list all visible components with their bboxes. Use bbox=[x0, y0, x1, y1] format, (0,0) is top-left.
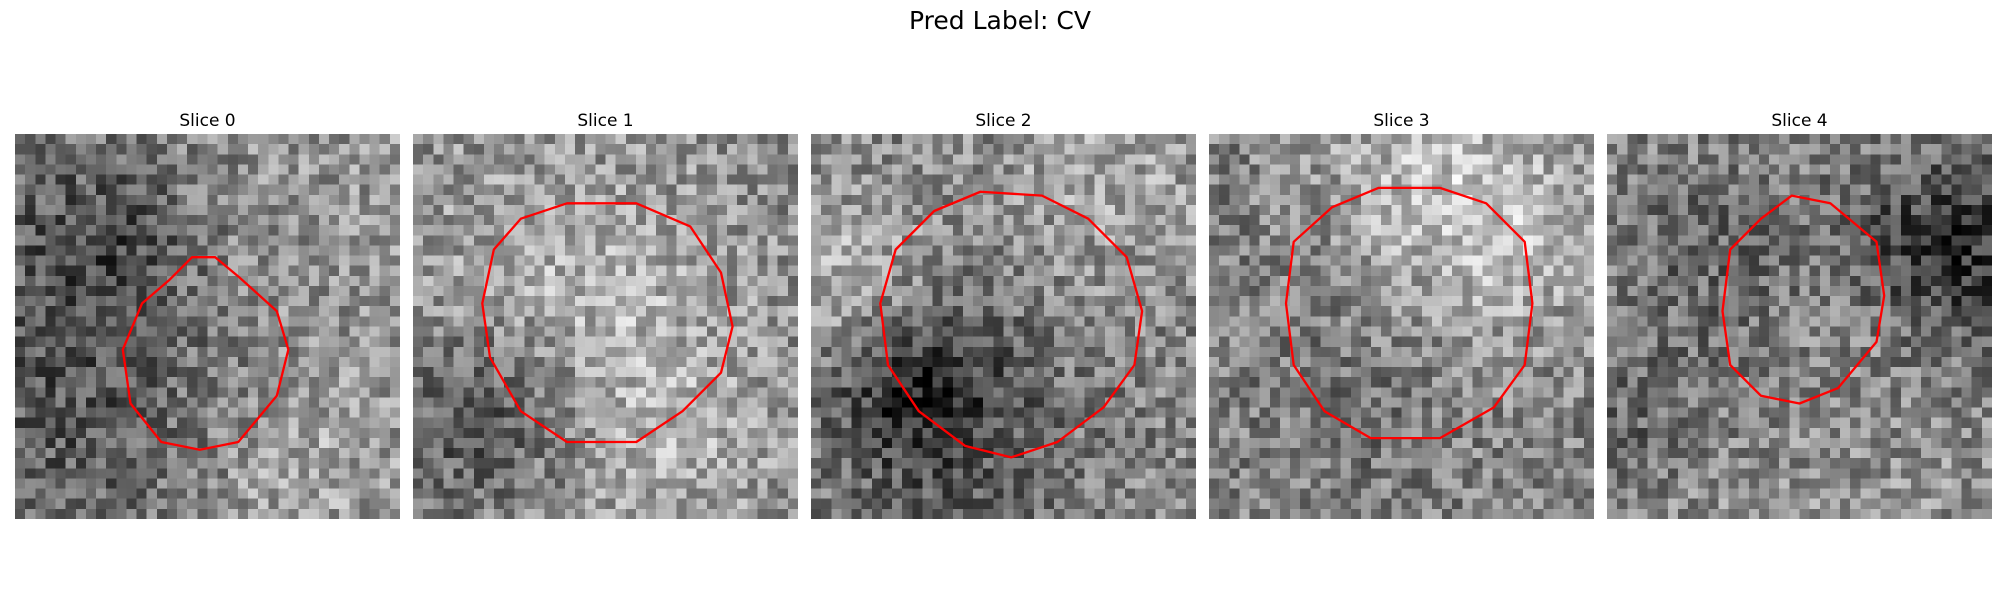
panel-slice-3: Slice 3 bbox=[1209, 108, 1594, 519]
segmentation-contour bbox=[879, 190, 1144, 459]
slice-image bbox=[811, 134, 1196, 519]
panel-title: Slice 4 bbox=[1771, 111, 1828, 131]
segmentation-contour bbox=[1721, 194, 1886, 405]
panel-slice-2: Slice 2 bbox=[811, 108, 1196, 519]
panel-slice-1: Slice 1 bbox=[413, 108, 798, 519]
panel-slice-0: Slice 0 bbox=[15, 108, 400, 519]
figure-title: Pred Label: CV bbox=[909, 6, 1091, 35]
slice-image bbox=[1209, 134, 1594, 519]
segmentation-contour bbox=[121, 256, 290, 451]
slice-image bbox=[1607, 134, 1992, 519]
panel-title: Slice 1 bbox=[577, 111, 634, 131]
slice-image bbox=[413, 134, 798, 519]
segmentation-contour bbox=[481, 202, 734, 444]
panel-title: Slice 2 bbox=[975, 111, 1032, 131]
panel-title: Slice 0 bbox=[179, 111, 236, 131]
slice-image bbox=[15, 134, 400, 519]
panel-slice-4: Slice 4 bbox=[1607, 108, 1992, 519]
panel-title: Slice 3 bbox=[1373, 111, 1430, 131]
segmentation-contour bbox=[1284, 186, 1534, 440]
